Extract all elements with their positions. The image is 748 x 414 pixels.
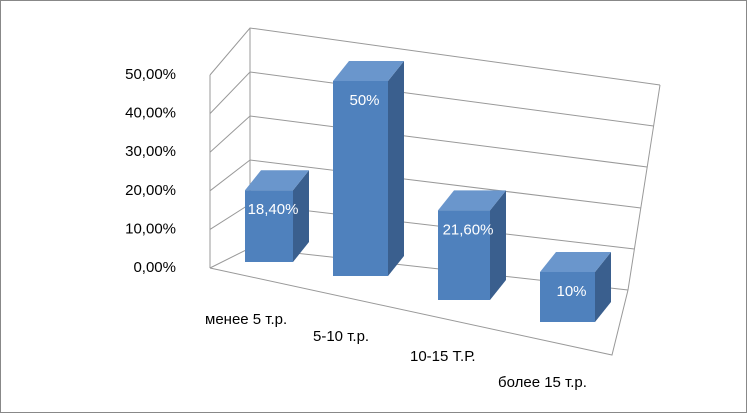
bar-side	[293, 170, 309, 262]
value-label: 18,40%	[248, 201, 299, 218]
axis-line	[627, 84, 661, 291]
bar-top	[245, 170, 309, 191]
bar-top	[540, 252, 611, 272]
bar	[245, 190, 293, 262]
bar-top	[438, 190, 506, 211]
value-label: 50%	[349, 92, 379, 109]
bar-side	[388, 61, 404, 276]
bar	[438, 210, 490, 300]
floor-edge	[209, 267, 629, 356]
y-tick-label: 0,00%	[133, 259, 176, 276]
y-tick-label: 10,00%	[125, 220, 176, 237]
x-tick-label: более 15 т.р.	[498, 374, 587, 391]
y-tick-label: 40,00%	[125, 105, 176, 122]
value-label: 21,60%	[443, 221, 494, 238]
bar-top	[333, 61, 404, 81]
x-tick-label: 5-10 т.р.	[313, 328, 369, 345]
y-tick-label: 20,00%	[125, 182, 176, 199]
value-label: 10%	[556, 283, 586, 300]
y-tick-label: 50,00%	[125, 66, 176, 83]
x-tick-label: менее 5 т.р.	[205, 311, 287, 328]
bar-side	[490, 190, 506, 300]
bar	[540, 272, 595, 322]
y-tick-label: 30,00%	[125, 143, 176, 160]
bar	[333, 81, 388, 276]
x-tick-label: 10-15 Т.Р.	[410, 348, 476, 365]
bar-side	[595, 252, 611, 322]
